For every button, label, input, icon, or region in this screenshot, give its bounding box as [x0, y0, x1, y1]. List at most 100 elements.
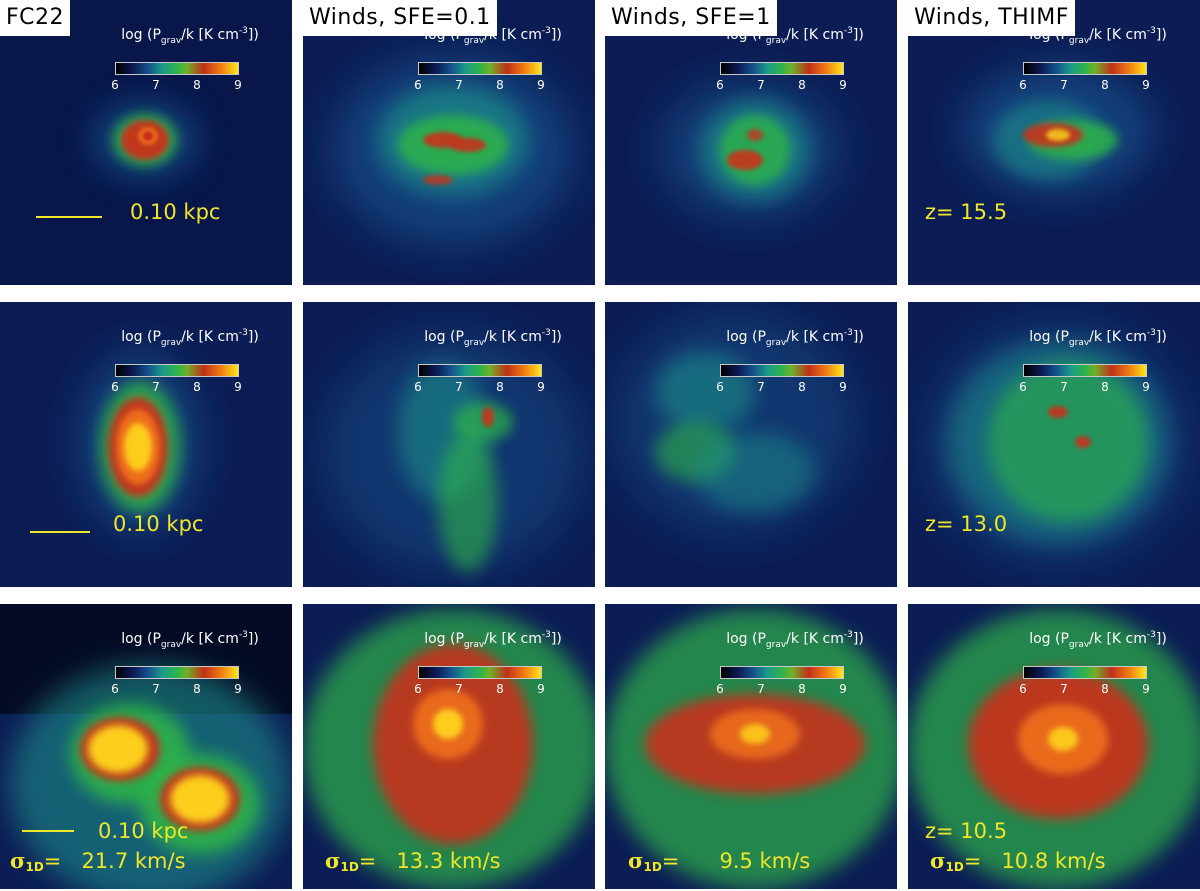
colorbar-tick: 8: [1101, 682, 1109, 696]
colorbar-label: log (Pgrav/k [K cm-3]): [424, 328, 562, 348]
colorbar-gradient: [115, 62, 239, 75]
column-title-winds-sfe01: Winds, SFE=0.1: [303, 0, 497, 36]
panel-fc22-row1: log (Pgrav/k [K cm-3]) 6 7 8 9: [0, 0, 292, 285]
density-map-winds-thimf-row1: [908, 0, 1200, 285]
colorbar-fc22-row2: log (Pgrav/k [K cm-3]) 6 7 8 9: [111, 328, 265, 394]
density-map-winds-sfe1-row1: [605, 0, 897, 285]
column-title-winds-thimf: Winds, THIMF: [908, 0, 1075, 36]
colorbar-winds-thimf-row3: log (Pgrav/k [K cm-3]) 6 7 8 9: [1019, 630, 1173, 696]
panel-winds-sfe1-row2: log (Pgrav/k [K cm-3]) 6 7 8 9: [605, 302, 897, 587]
density-map-winds-sfe01-row2: [303, 302, 595, 587]
colorbar-tick: 7: [152, 78, 160, 92]
panel-fc22-row3: log (Pgrav/k [K cm-3]) 6 7 8 9: [0, 604, 292, 889]
scale-bar-row2: [30, 531, 90, 533]
panel-fc22-row2: log (Pgrav/k [K cm-3]) 6 7 8 9: [0, 302, 292, 587]
colorbar-tick: 7: [757, 380, 765, 394]
colorbar-tick: 6: [1019, 682, 1027, 696]
colorbar-gradient: [1023, 62, 1147, 75]
panel-winds-sfe01-row2: log (Pgrav/k [K cm-3]) 6 7 8 9: [303, 302, 595, 587]
colorbar-winds-sfe1-row1: log (Pgrav/k [K cm-3]) 6 7 8 9: [716, 26, 870, 92]
density-map-winds-sfe1-row3: [605, 604, 897, 889]
scale-bar-row1: [36, 216, 102, 218]
colorbar-gradient: [720, 62, 844, 75]
scale-label-row3: 0.10 kpc: [98, 819, 189, 843]
colorbar-tick: 9: [839, 78, 847, 92]
redshift-label-row2: z= 13.0: [925, 512, 1008, 536]
panel-winds-sfe1-row1: log (Pgrav/k [K cm-3]) 6 7 8 9: [605, 0, 897, 285]
colorbar-label: log (Pgrav/k [K cm-3]): [121, 26, 259, 46]
colorbar-tick: 8: [496, 380, 504, 394]
colorbar-winds-sfe01-row3: log (Pgrav/k [K cm-3]) 6 7 8 9: [414, 630, 568, 696]
colorbar-fc22-row3: log (Pgrav/k [K cm-3]) 6 7 8 9: [111, 630, 265, 696]
colorbar-tick: 7: [455, 380, 463, 394]
colorbar-gradient: [115, 666, 239, 679]
colorbar-tick: 7: [757, 78, 765, 92]
colorbar-tick: 7: [152, 682, 160, 696]
colorbar-tick: 8: [798, 380, 806, 394]
colorbar-tick: 8: [193, 682, 201, 696]
colorbar-winds-sfe1-row2: log (Pgrav/k [K cm-3]) 6 7 8 9: [716, 328, 870, 394]
colorbar-tick: 8: [798, 682, 806, 696]
colorbar-gradient: [418, 364, 542, 377]
colorbar-tick: 8: [496, 78, 504, 92]
colorbar-tick: 7: [1060, 380, 1068, 394]
colorbar-tick: 8: [193, 380, 201, 394]
density-map-winds-sfe01-row3: [303, 604, 595, 889]
density-map-winds-thimf-row3: [908, 604, 1200, 889]
colorbar-tick: 6: [414, 682, 422, 696]
panel-winds-sfe1-row3: log (Pgrav/k [K cm-3]) 6 7 8 9: [605, 604, 897, 889]
colorbar-winds-sfe1-row3: log (Pgrav/k [K cm-3]) 6 7 8 9: [716, 630, 870, 696]
redshift-label-row1: z= 15.5: [925, 200, 1008, 224]
colorbar-tick: 9: [234, 78, 242, 92]
colorbar-tick: 6: [414, 380, 422, 394]
colorbar-tick: 9: [839, 380, 847, 394]
colorbar-tick: 9: [839, 682, 847, 696]
colorbar-tick: 7: [455, 78, 463, 92]
column-title-fc22: FC22: [0, 0, 71, 36]
colorbar-tick: 6: [111, 682, 119, 696]
colorbar-label: log (Pgrav/k [K cm-3]): [121, 328, 259, 348]
colorbar-label: log (Pgrav/k [K cm-3]): [726, 26, 864, 46]
colorbar-label: log (Pgrav/k [K cm-3]): [1029, 630, 1167, 650]
colorbar-tick: 6: [1019, 78, 1027, 92]
colorbar-gradient: [418, 666, 542, 679]
column-title-winds-sfe1: Winds, SFE=1: [605, 0, 777, 36]
colorbar-tick: 6: [716, 380, 724, 394]
colorbar-tick: 8: [1101, 380, 1109, 394]
colorbar-winds-sfe01-row2: log (Pgrav/k [K cm-3]) 6 7 8 9: [414, 328, 568, 394]
colorbar-label: log (Pgrav/k [K cm-3]): [121, 630, 259, 650]
colorbar-gradient: [115, 364, 239, 377]
colorbar-label: log (Pgrav/k [K cm-3]): [1029, 328, 1167, 348]
colorbar-tick: 9: [1142, 380, 1150, 394]
velocity-dispersion-fc22: σ1D= 21.7 km/s: [10, 848, 186, 874]
colorbar-label: log (Pgrav/k [K cm-3]): [726, 328, 864, 348]
panel-winds-thimf-row2: log (Pgrav/k [K cm-3]) 6 7 8 9: [908, 302, 1200, 587]
density-map-winds-sfe01-row1: [303, 0, 595, 285]
redshift-label-row3: z= 10.5: [925, 819, 1008, 843]
colorbar-gradient: [1023, 364, 1147, 377]
colorbar-label: log (Pgrav/k [K cm-3]): [726, 630, 864, 650]
density-map-winds-thimf-row2: [908, 302, 1200, 587]
panel-winds-sfe01-row3: log (Pgrav/k [K cm-3]) 6 7 8 9: [303, 604, 595, 889]
colorbar-tick: 8: [798, 78, 806, 92]
colorbar-tick: 9: [537, 380, 545, 394]
colorbar-tick: 6: [414, 78, 422, 92]
scale-bar-row3: [22, 830, 74, 832]
colorbar-tick: 9: [1142, 682, 1150, 696]
colorbar-gradient: [720, 666, 844, 679]
velocity-dispersion-winds-sfe1: σ1D= 9.5 km/s: [628, 848, 811, 874]
velocity-dispersion-winds-thimf: σ1D= 10.8 km/s: [930, 848, 1106, 874]
density-map-fc22-row3: [0, 604, 292, 889]
colorbar-tick: 7: [757, 682, 765, 696]
colorbar-tick: 6: [716, 78, 724, 92]
colorbar-tick: 9: [234, 380, 242, 394]
density-map-winds-sfe1-row2: [605, 302, 897, 587]
colorbar-tick: 7: [152, 380, 160, 394]
colorbar-winds-thimf-row2: log (Pgrav/k [K cm-3]) 6 7 8 9: [1019, 328, 1173, 394]
colorbar-tick: 6: [111, 78, 119, 92]
colorbar-gradient: [1023, 666, 1147, 679]
